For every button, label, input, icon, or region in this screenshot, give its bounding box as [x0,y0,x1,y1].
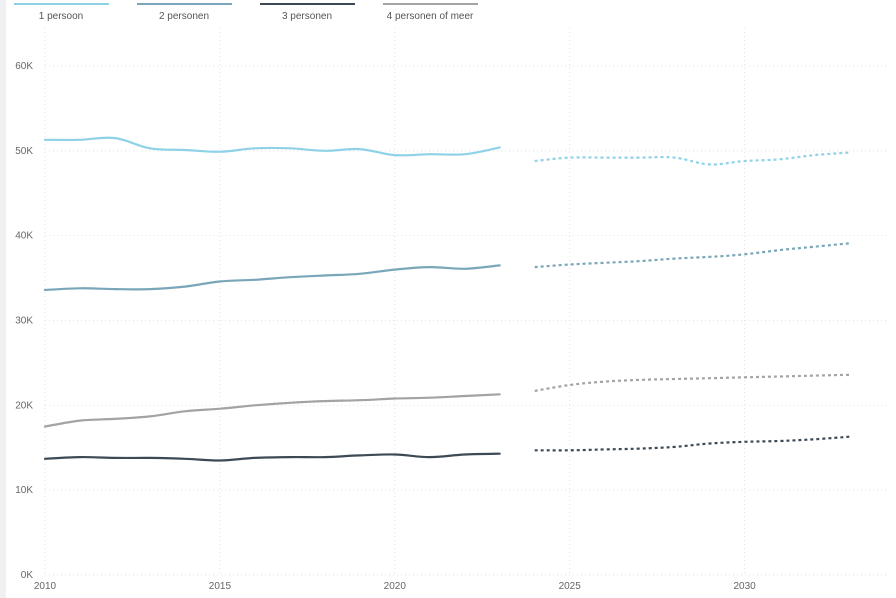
left-edge-bar [0,0,6,598]
forecast-line-1-persoon[interactable] [534,151,850,166]
y-tick-label: 50K [15,146,33,157]
y-tick-label: 20K [15,400,33,411]
forecast-line-2-personen[interactable] [534,242,850,269]
x-tick-label: 2030 [733,581,756,592]
legend-label: 3 personen [282,11,332,22]
legend-item-2-personen[interactable]: 2 personen [137,3,232,22]
legend-label: 4 personen of meer [387,11,474,22]
series-line-1-persoon[interactable] [43,136,501,157]
series-line-4-personen-of-meer[interactable] [43,393,501,428]
legend-item-3-personen[interactable]: 3 personen [260,3,355,22]
forecast-line-3-personen[interactable] [534,435,850,452]
series-lines [43,136,850,462]
legend[interactable]: 1 persoon 2 personen 3 personen 4 personen … [14,3,478,22]
x-tick-label: 2010 [34,581,57,592]
y-tick-label: 0K [21,570,34,581]
x-tick-label: 2025 [559,581,582,592]
y-tick-label: 60K [15,61,33,72]
x-tick-label: 2020 [384,581,407,592]
legend-label: 2 personen [159,11,209,22]
y-tick-label: 30K [15,316,33,327]
series-line-2-personen[interactable] [43,264,501,292]
y-tick-label: 10K [15,485,33,496]
series-line-3-personen[interactable] [43,452,501,462]
legend-swatch [137,3,232,5]
legend-label: 1 persoon [39,11,83,22]
y-tick-label: 40K [15,231,33,242]
x-tick-label: 2015 [209,581,232,592]
legend-swatch [260,3,355,5]
legend-item-4-personen-of-meer[interactable]: 4 personen of meer [383,3,478,22]
legend-swatch [14,3,109,5]
legend-swatch [383,3,478,5]
legend-item-1-persoon[interactable]: 1 persoon [14,3,109,22]
forecast-line-4-personen-of-meer[interactable] [534,373,850,392]
grid [44,28,888,576]
axes: 0K 10K 20K 30K 40K 50K 60K 2010 2015 2020 2025 2030 [15,61,756,592]
